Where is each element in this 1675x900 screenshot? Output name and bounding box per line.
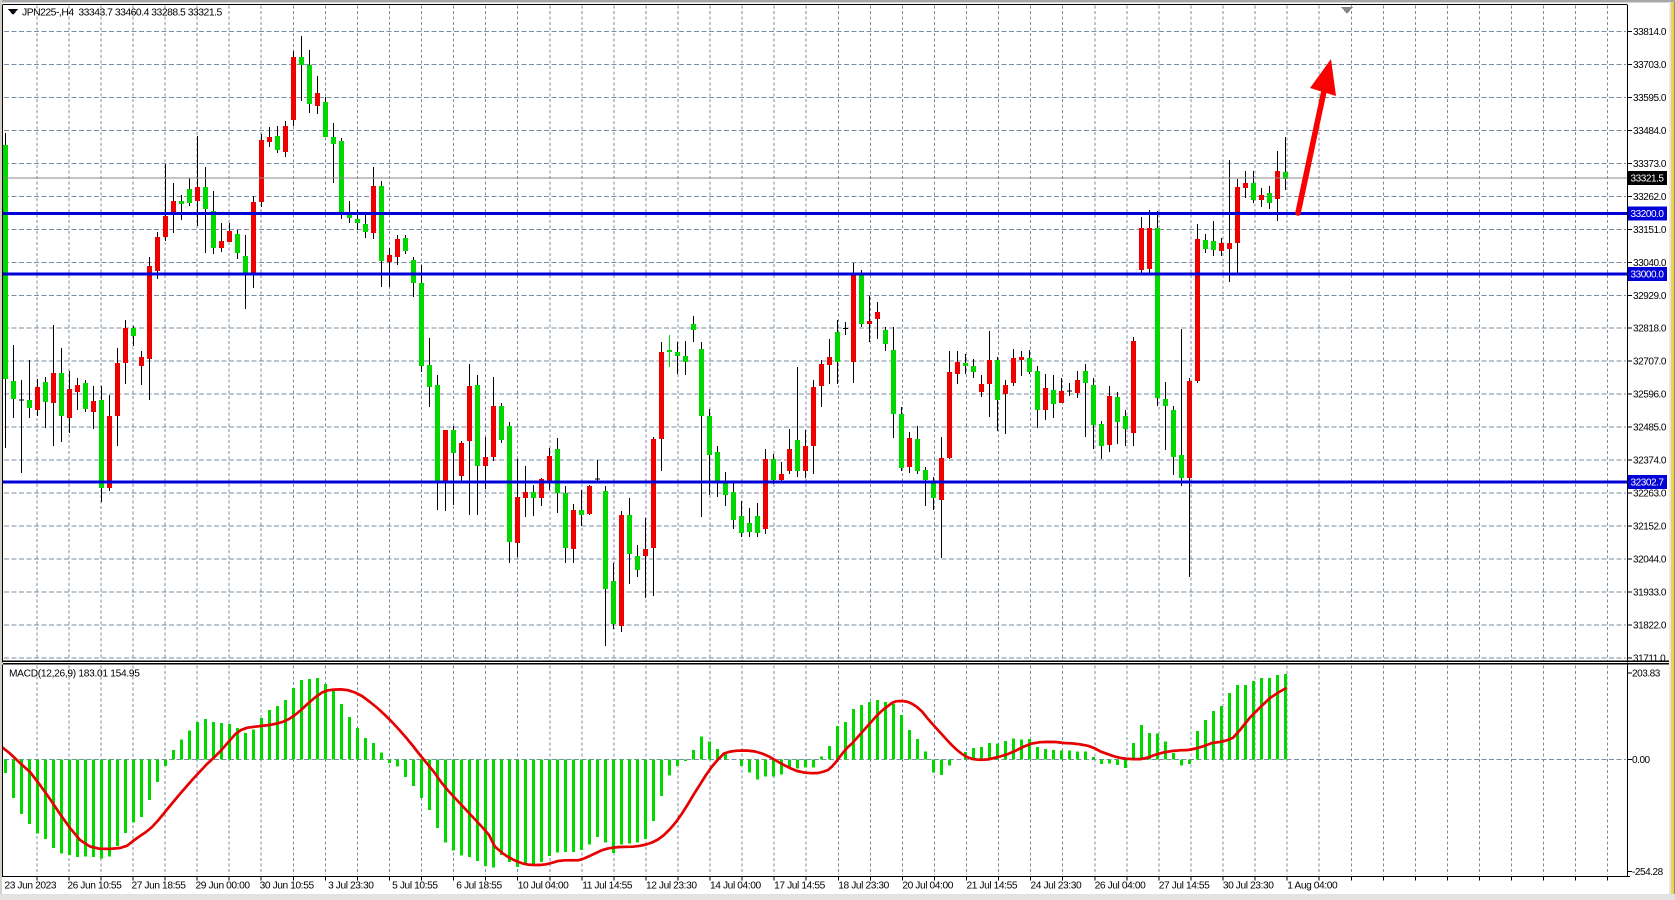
svg-text:10 Jul 04:00: 10 Jul 04:00 [518,881,569,892]
svg-text:30 Jun 10:55: 30 Jun 10:55 [260,881,315,892]
svg-text:17 Jul 14:55: 17 Jul 14:55 [774,881,825,892]
svg-text:33814.0: 33814.0 [1633,27,1667,38]
svg-text:33151.0: 33151.0 [1633,225,1667,236]
svg-text:27 Jul 14:55: 27 Jul 14:55 [1159,881,1210,892]
svg-text:MACD(12,26,9) 183.01 154.95: MACD(12,26,9) 183.01 154.95 [9,669,140,680]
svg-text:11 Jul 14:55: 11 Jul 14:55 [582,881,633,892]
svg-text:33262.0: 33262.0 [1633,192,1667,203]
svg-text:18 Jul 23:30: 18 Jul 23:30 [838,881,889,892]
svg-text:33321.5: 33321.5 [1631,174,1665,185]
svg-text:32152.0: 32152.0 [1633,522,1667,533]
svg-text:JPN225-,H4 33343.7 33460.4 33: JPN225-,H4 33343.7 33460.4 33288.5 33321… [22,8,222,19]
svg-text:32818.0: 32818.0 [1633,324,1667,335]
svg-text:29 Jun 00:00: 29 Jun 00:00 [196,881,251,892]
svg-text:32263.0: 32263.0 [1633,489,1667,500]
svg-text:31933.0: 31933.0 [1633,588,1667,599]
svg-text:31711.0: 31711.0 [1633,653,1666,664]
svg-text:203.83: 203.83 [1632,669,1661,680]
svg-text:31822.0: 31822.0 [1633,621,1667,632]
svg-text:24 Jul 23:30: 24 Jul 23:30 [1031,881,1082,892]
svg-text:32302.7: 32302.7 [1631,478,1665,489]
svg-text:32929.0: 32929.0 [1633,291,1667,302]
svg-text:32707.0: 32707.0 [1633,357,1667,368]
svg-text:1 Aug 04:00: 1 Aug 04:00 [1287,881,1338,892]
svg-text:33373.0: 33373.0 [1633,159,1667,170]
svg-text:-254.28: -254.28 [1632,867,1664,878]
svg-text:33595.0: 33595.0 [1633,93,1667,104]
svg-text:32044.0: 32044.0 [1633,555,1667,566]
svg-text:5 Jul 10:55: 5 Jul 10:55 [392,881,438,892]
svg-text:12 Jul 23:30: 12 Jul 23:30 [646,881,697,892]
svg-text:23 Jun 2023: 23 Jun 2023 [4,881,56,892]
svg-text:33703.0: 33703.0 [1633,60,1667,71]
svg-text:27 Jun 18:55: 27 Jun 18:55 [131,881,186,892]
svg-text:32485.0: 32485.0 [1633,423,1667,434]
svg-text:14 Jul 04:00: 14 Jul 04:00 [710,881,761,892]
svg-text:33484.0: 33484.0 [1633,126,1667,137]
svg-text:6 Jul 18:55: 6 Jul 18:55 [456,881,502,892]
svg-text:32374.0: 32374.0 [1633,456,1667,467]
svg-text:33200.0: 33200.0 [1631,209,1665,220]
svg-text:0.00: 0.00 [1632,755,1651,766]
svg-text:26 Jun 10:55: 26 Jun 10:55 [67,881,122,892]
svg-text:33000.0: 33000.0 [1631,270,1665,281]
svg-text:20 Jul 04:00: 20 Jul 04:00 [902,881,953,892]
svg-text:33040.0: 33040.0 [1633,258,1667,269]
svg-text:30 Jul 23:30: 30 Jul 23:30 [1223,881,1274,892]
svg-text:32596.0: 32596.0 [1633,390,1667,401]
svg-text:21 Jul 14:55: 21 Jul 14:55 [966,881,1017,892]
svg-text:3 Jul 23:30: 3 Jul 23:30 [328,881,374,892]
svg-text:26 Jul 04:00: 26 Jul 04:00 [1095,881,1146,892]
